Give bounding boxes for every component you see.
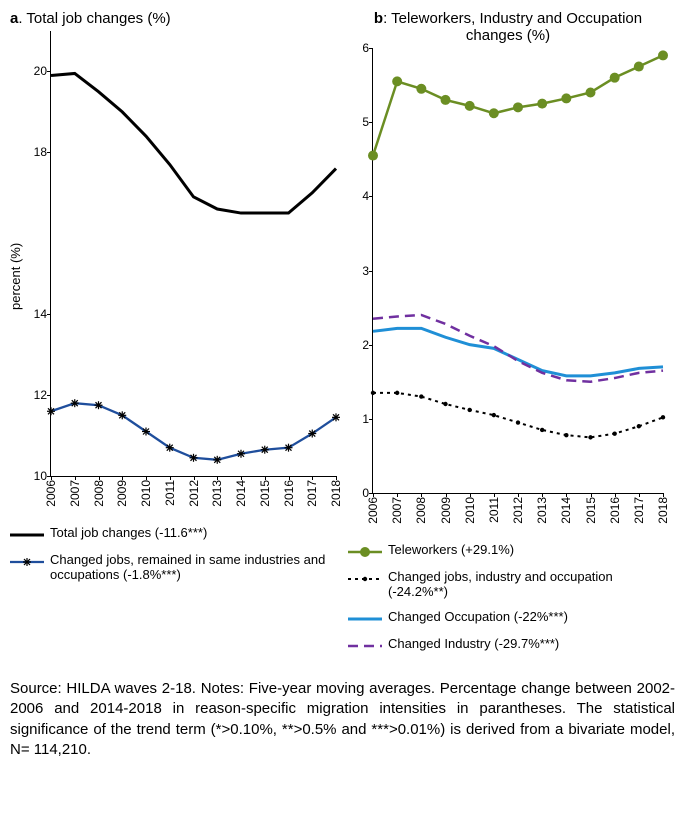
xtick: 2006 [366,497,380,524]
panel-b: b: Teleworkers, Industry and Occupation … [348,10,668,663]
legend-label: Changed Industry (-29.7%***) [388,636,559,651]
xtick: 2013 [210,480,224,507]
xtick: 2009 [115,480,129,507]
xtick: 2013 [535,497,549,524]
xtick: 2007 [390,497,404,524]
legend-item-cjio: Changed jobs, industry and occupation (-… [348,569,668,599]
xtick: 2011 [163,480,177,506]
legend-label: Changed jobs, industry and occupation (-… [388,569,668,599]
panel-a-title: a. Total job changes (%) [10,10,340,27]
legend-item-cocc: Changed Occupation (-22%***) [348,609,668,626]
xtick: 2012 [187,480,201,507]
xtick: 2010 [139,480,153,507]
xtick: 2014 [559,497,573,524]
ytick: 2 [339,338,373,352]
xtick: 2008 [414,497,428,524]
legend-label: Changed jobs, remained in same industrie… [50,552,340,582]
legend-label: Teleworkers (+29.1%) [388,542,514,557]
plot-a: 1012141820200620072008200920102011201220… [50,31,336,477]
legend-item-total: Total job changes (-11.6***) [10,525,340,542]
panel-a-ylabel: percent (%) [8,243,23,310]
panel-b-title-prefix: b [374,10,383,27]
legend-item-tele: Teleworkers (+29.1%) [348,542,668,559]
legend-b: Teleworkers (+29.1%) Changed jobs, indust… [348,542,668,653]
xtick: 2015 [258,480,272,507]
xtick: 2011 [487,497,501,523]
xtick: 2017 [305,480,319,507]
ytick: 18 [17,145,51,159]
ytick: 3 [339,264,373,278]
ytick: 5 [339,115,373,129]
panel-a-title-rest: . Total job changes (%) [18,10,170,27]
panel-b-title-rest: : Teleworkers, Industry and Occupation c… [383,10,642,44]
legend-item-same: Changed jobs, remained in same industrie… [10,552,340,582]
legend-label: Total job changes (-11.6***) [50,525,207,540]
xtick: 2006 [44,480,58,507]
xtick: 2009 [439,497,453,524]
xtick: 2007 [68,480,82,507]
xtick: 2010 [463,497,477,524]
legend-a: Total job changes (-11.6***) Changed jobs… [10,525,340,582]
panel-b-title: b: Teleworkers, Industry and Occupation … [348,10,668,44]
panel-a: a. Total job changes (%) 101214182020062… [10,10,340,663]
xtick: 2016 [608,497,622,524]
ytick: 1 [339,412,373,426]
xtick: 2016 [282,480,296,507]
legend-label: Changed Occupation (-22%***) [388,609,568,624]
xtick: 2012 [511,497,525,524]
xtick: 2017 [632,497,646,524]
xtick: 2014 [234,480,248,507]
plot-b: 0123456200620072008200920102011201220132… [372,48,663,494]
xtick: 2008 [92,480,106,507]
ytick: 20 [17,64,51,78]
ytick: 6 [339,41,373,55]
ytick: 4 [339,189,373,203]
xtick: 2018 [656,497,670,524]
source-note: Source: HILDA waves 2-18. Notes: Five-ye… [10,679,675,760]
xtick: 2015 [584,497,598,524]
figure-row: a. Total job changes (%) 101214182020062… [10,10,675,663]
legend-item-cind: Changed Industry (-29.7%***) [348,636,668,653]
ytick: 12 [17,388,51,402]
